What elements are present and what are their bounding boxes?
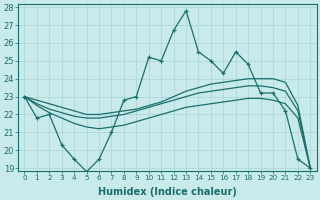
X-axis label: Humidex (Indice chaleur): Humidex (Indice chaleur) <box>98 187 237 197</box>
